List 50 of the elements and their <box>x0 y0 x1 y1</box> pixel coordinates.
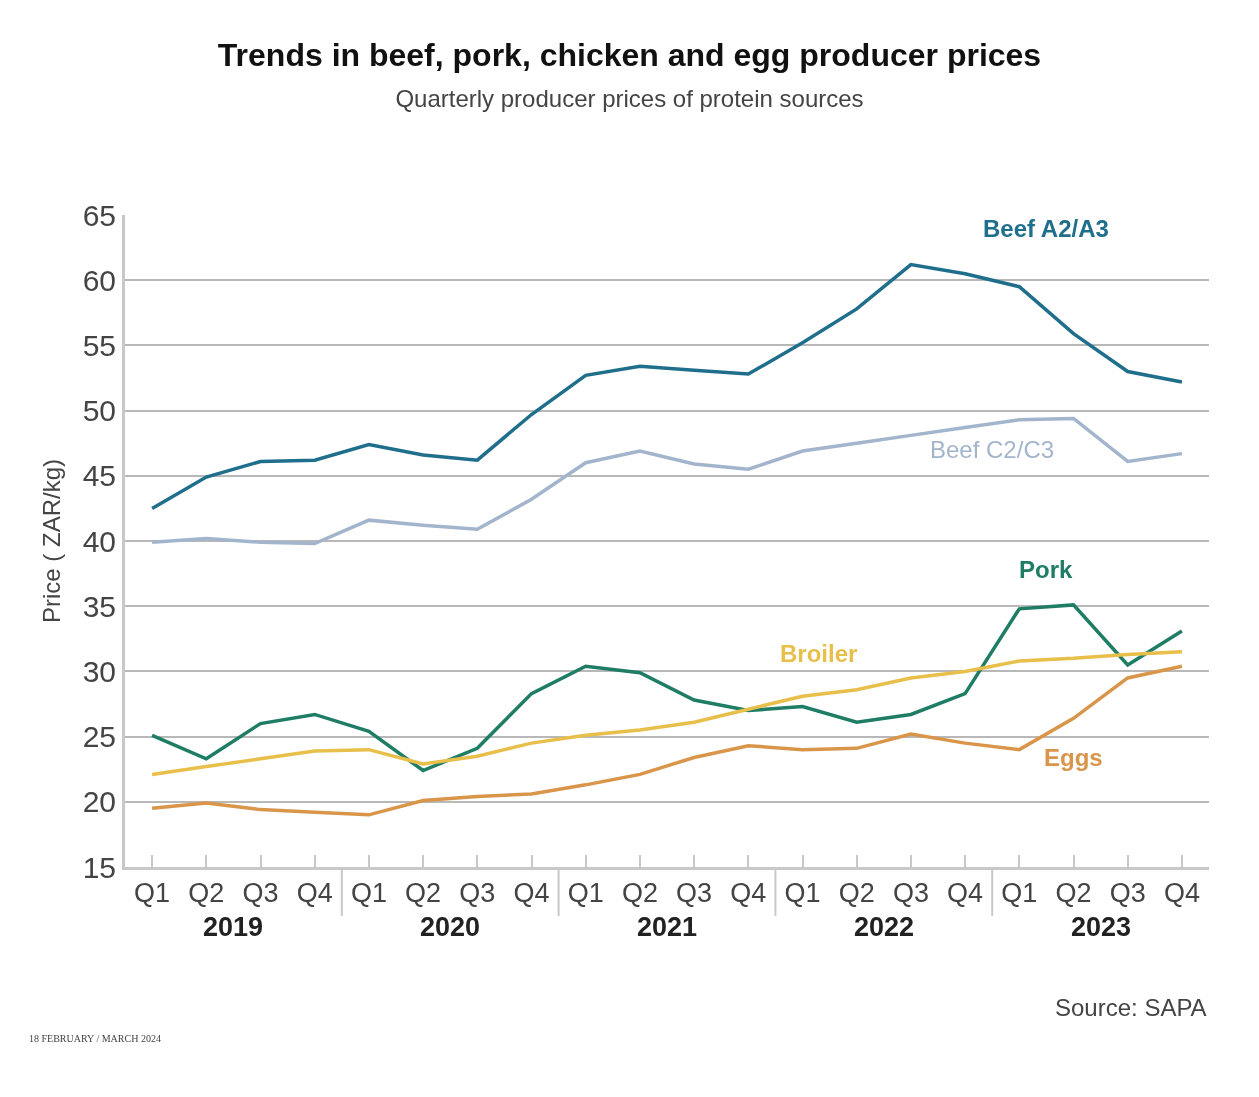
text: 2019 <box>203 912 264 942</box>
x-tick-label: Q1 <box>784 878 821 909</box>
series-label: Pork <box>1019 556 1074 583</box>
x-tick-label: Q3 <box>242 878 279 909</box>
x-tick-label: Q3 <box>459 878 496 909</box>
x-tick-label: Q1 <box>350 878 387 909</box>
y-tick-label: 20 <box>82 785 116 819</box>
x-tick-label: Q4 <box>947 878 984 909</box>
x-tick-label: Q1 <box>567 878 604 909</box>
y-tick-label: 60 <box>82 263 116 297</box>
series-label: Beef C2/C3 <box>930 436 1055 463</box>
x-tick-label: Q2 <box>1055 878 1092 909</box>
y-tick-label: 55 <box>82 328 116 362</box>
series-label: Broiler <box>780 640 858 667</box>
x-tick-label: Q2 <box>188 878 225 909</box>
series-label: Eggs <box>1044 744 1103 771</box>
line-series <box>150 416 1184 546</box>
chart-title: Trends in beef, pork, chicken and egg producer prices <box>217 36 1042 73</box>
y-tick-label: 15 <box>82 850 116 884</box>
y-tick-label: 40 <box>82 524 116 558</box>
y-tick-label: 65 <box>82 198 116 232</box>
x-tick-label: Q2 <box>621 878 658 909</box>
y-tick-label: 45 <box>82 459 116 493</box>
text: 2021 <box>637 912 698 942</box>
x-tick-label: Q3 <box>1109 878 1146 909</box>
x-tick-label: Q2 <box>838 878 875 909</box>
x-tick-label: Q1 <box>1001 878 1038 909</box>
y-tick-label: 35 <box>82 589 116 623</box>
x-tick-label: Q2 <box>405 878 442 909</box>
text: 2022 <box>854 912 915 942</box>
x-tick-label: Q4 <box>730 878 767 909</box>
y-tick-label: 30 <box>82 654 116 688</box>
x-tick-label: Q4 <box>1163 878 1200 909</box>
y-tick-label: 50 <box>82 394 116 428</box>
line-series <box>150 603 1184 773</box>
x-tick-label: Q1 <box>134 878 171 909</box>
x-tick-label: Q4 <box>513 878 550 909</box>
text: 18 FEBRUARY / MARCH 2024 <box>29 1033 161 1044</box>
x-tick-label: Q4 <box>296 878 333 909</box>
x-tick-label: Q3 <box>676 878 713 909</box>
chart-subtitle: Quarterly producer prices of protein sources <box>395 85 864 113</box>
y-axis-title: Price ( ZAR/kg) <box>37 458 65 624</box>
x-tick-label: Q3 <box>892 878 929 909</box>
text: 2020 <box>420 912 481 942</box>
text: 2023 <box>1071 912 1132 942</box>
line-series <box>150 664 1184 817</box>
y-tick-label: 25 <box>82 720 116 754</box>
line-series <box>150 262 1184 511</box>
series-label: Beef A2/A3 <box>983 215 1109 242</box>
source-note: Source: SAPA <box>1055 994 1207 1021</box>
